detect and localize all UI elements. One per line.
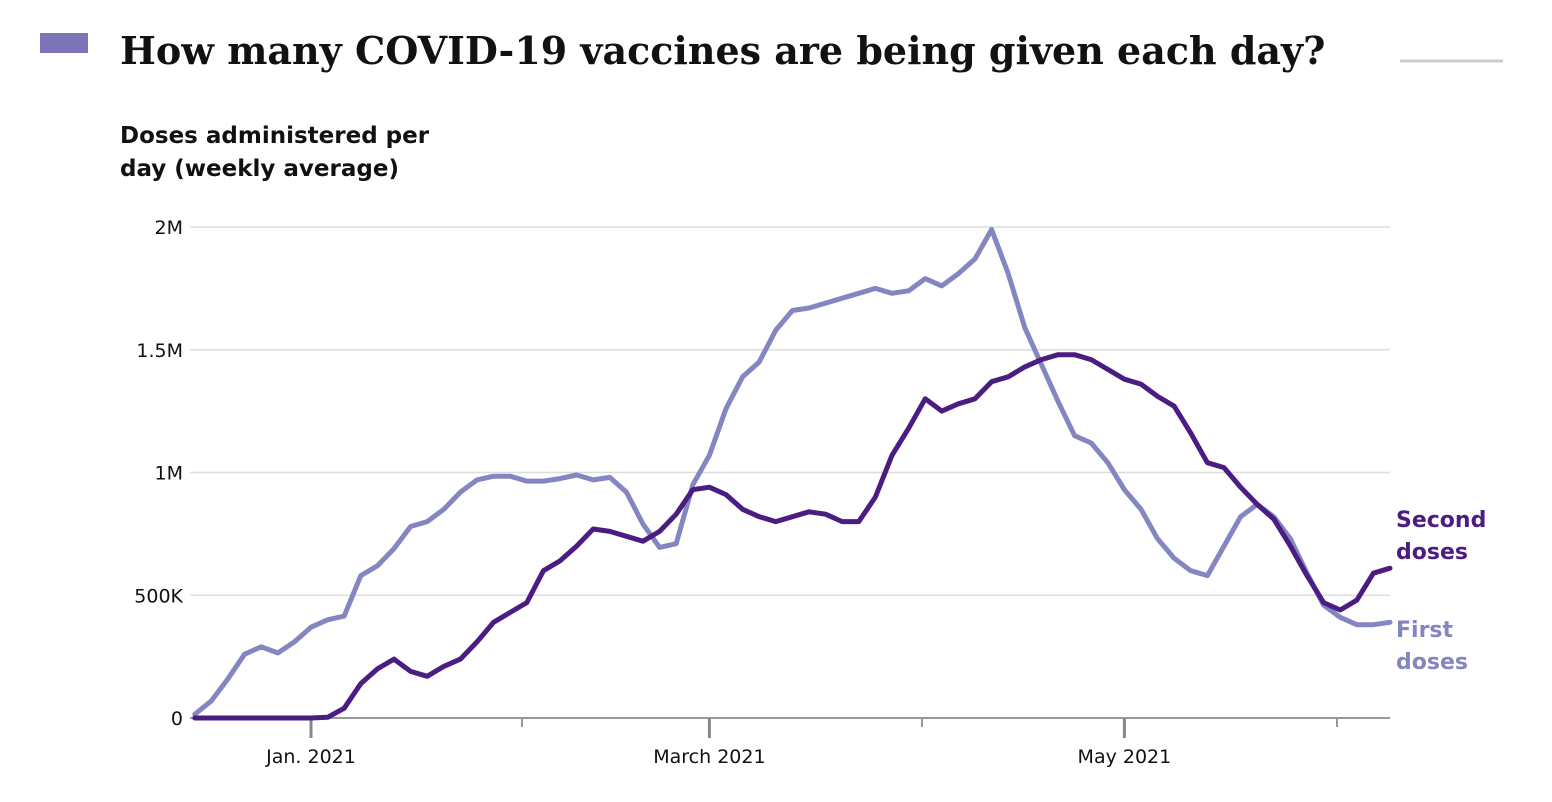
y-tick-label: 500K [134,585,183,607]
y-axis-label: Doses administered per day (weekly avera… [120,123,430,182]
y-tick-label: 0 [171,708,183,730]
x-tick-label: Jan. 2021 [265,746,356,768]
y-tick-label: 2M [155,217,183,239]
y-tick-label: 1.5M [136,340,183,362]
series-line [192,352,1393,721]
title-marker [40,33,88,53]
series-label: Second doses [1396,508,1487,565]
x-tick-label: March 2021 [653,746,765,768]
series-label: First doses [1396,618,1468,675]
x-tick-label: May 2021 [1078,746,1172,768]
y-tick-label: 1M [155,463,183,485]
chart-title: How many COVID-19 vaccines are being giv… [120,28,1325,73]
series-line [192,227,1393,717]
